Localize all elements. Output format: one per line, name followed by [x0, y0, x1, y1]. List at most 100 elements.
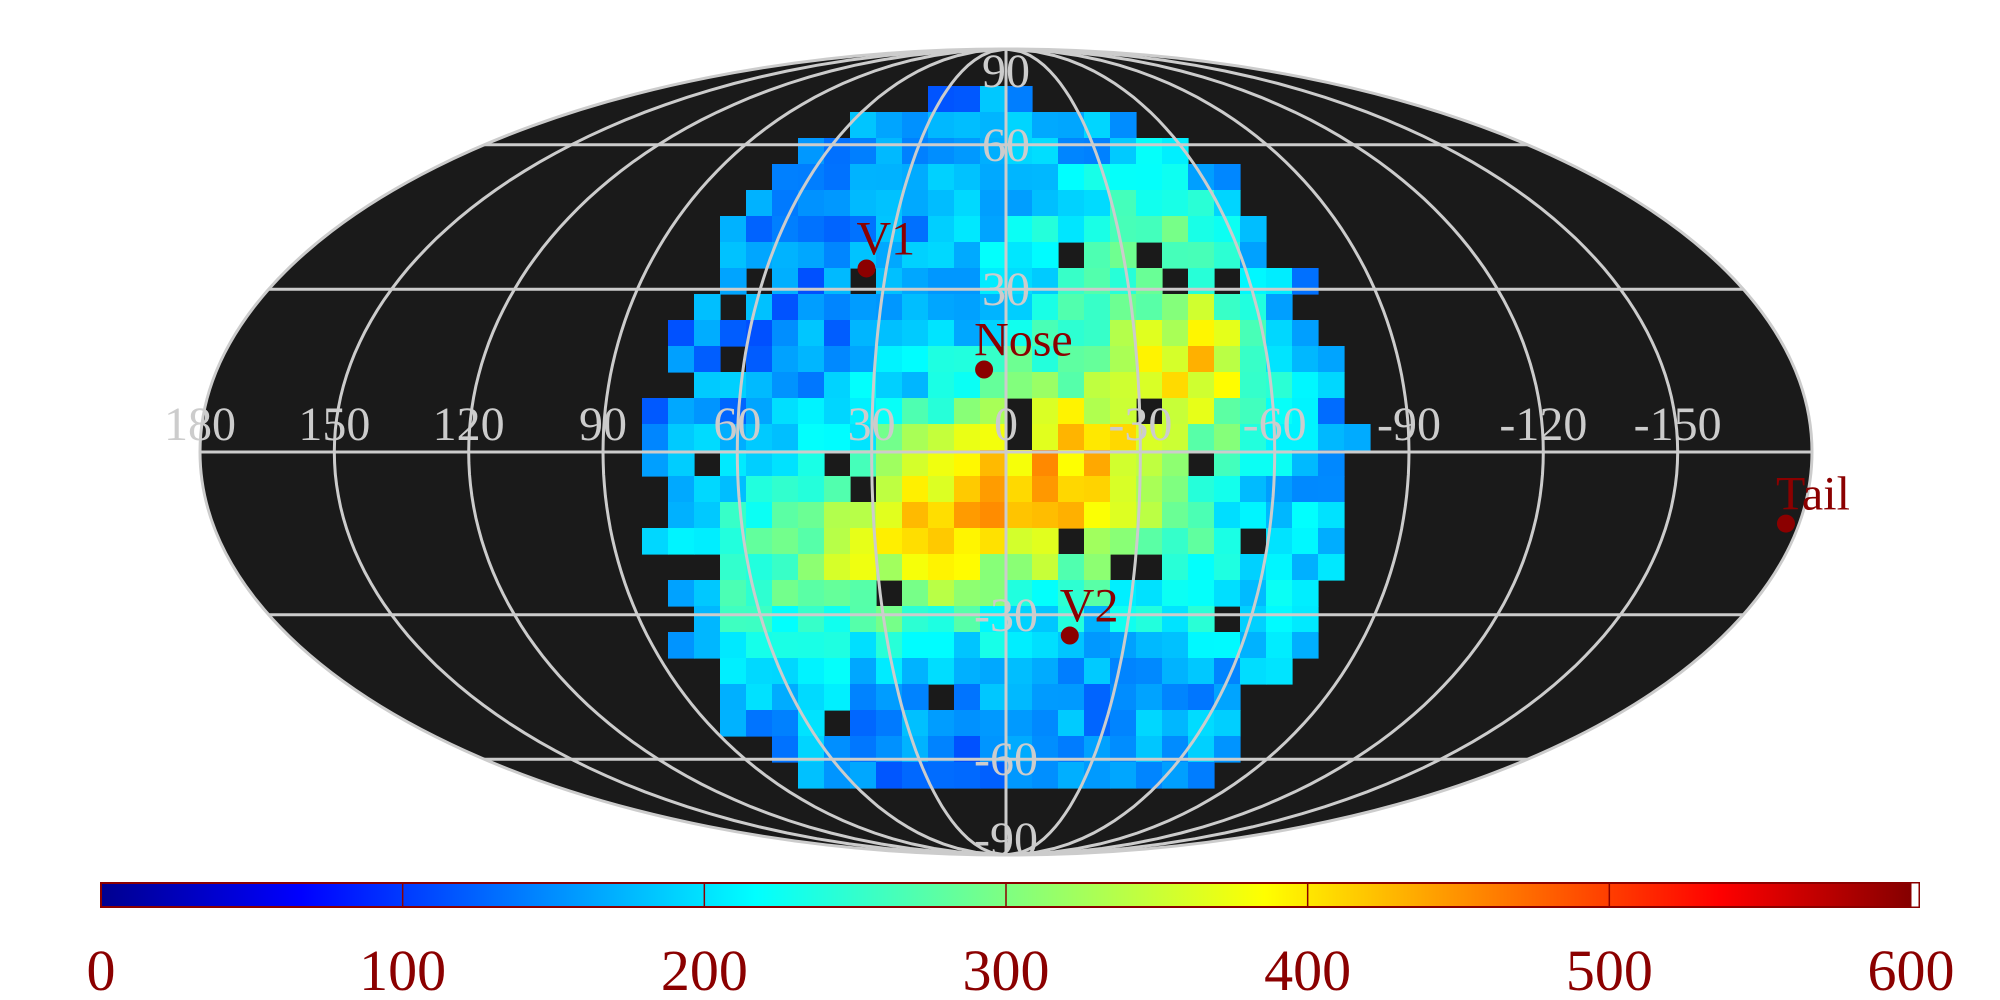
intensity-cell	[1006, 372, 1033, 399]
intensity-cell	[928, 476, 955, 503]
longitude-label: -90	[1377, 398, 1441, 451]
intensity-cell	[1266, 554, 1293, 581]
intensity-cell	[1240, 658, 1267, 685]
intensity-cell	[1084, 424, 1111, 451]
intensity-cell	[1084, 242, 1111, 269]
intensity-cell	[1058, 320, 1085, 347]
intensity-cell	[980, 242, 1007, 269]
latitude-label: 30	[982, 263, 1030, 316]
intensity-cell	[850, 684, 877, 711]
intensity-cell	[1058, 346, 1085, 373]
intensity-cell	[720, 320, 747, 347]
intensity-cell	[798, 242, 825, 269]
intensity-cell	[1240, 580, 1267, 607]
intensity-cell	[694, 632, 721, 659]
intensity-cell	[798, 684, 825, 711]
intensity-cell	[668, 424, 695, 451]
intensity-cell	[798, 580, 825, 607]
intensity-cell	[1162, 320, 1189, 347]
intensity-cell	[954, 450, 981, 477]
intensity-cell	[1162, 372, 1189, 399]
intensity-cell	[1006, 112, 1033, 139]
intensity-cell	[980, 476, 1007, 503]
intensity-cell	[980, 528, 1007, 555]
intensity-cell	[1032, 372, 1059, 399]
intensity-cell	[876, 346, 903, 373]
intensity-cell	[902, 762, 929, 789]
intensity-cell	[1006, 190, 1033, 217]
intensity-cell	[850, 190, 877, 217]
colorbar-tick-label: 200	[661, 938, 748, 1000]
intensity-cell	[1032, 424, 1059, 451]
intensity-cell	[1058, 216, 1085, 243]
intensity-cell	[1188, 684, 1215, 711]
intensity-cell	[668, 528, 695, 555]
intensity-cell	[772, 710, 799, 737]
intensity-cell	[1188, 242, 1215, 269]
intensity-cell	[928, 138, 955, 165]
intensity-cell	[1188, 632, 1215, 659]
intensity-cell	[876, 762, 903, 789]
intensity-cell	[1240, 424, 1267, 451]
longitude-line	[1005, 47, 1545, 857]
intensity-cell	[954, 164, 981, 191]
intensity-cell	[772, 398, 799, 425]
intensity-cell	[1084, 502, 1111, 529]
intensity-cell	[1162, 190, 1189, 217]
intensity-cell	[1058, 580, 1085, 607]
intensity-cell	[772, 554, 799, 581]
latitude-label: -60	[974, 733, 1038, 786]
intensity-cell	[1032, 346, 1059, 373]
intensity-cell	[746, 528, 773, 555]
intensity-cell	[1110, 710, 1137, 737]
intensity-cell	[1188, 320, 1215, 347]
intensity-cell	[1318, 398, 1345, 425]
intensity-cell	[720, 632, 747, 659]
intensity-cell	[824, 658, 851, 685]
intensity-cell	[1162, 528, 1189, 555]
intensity-cell	[824, 372, 851, 399]
intensity-cell	[954, 762, 981, 789]
intensity-cell	[1084, 372, 1111, 399]
intensity-cell	[1240, 502, 1267, 529]
intensity-cell	[1214, 632, 1241, 659]
intensity-cell	[746, 424, 773, 451]
intensity-cell	[1188, 294, 1215, 321]
intensity-cell	[1214, 450, 1241, 477]
intensity-cell	[928, 450, 955, 477]
intensity-cell	[1084, 190, 1111, 217]
intensity-cell	[1058, 476, 1085, 503]
marker-label: V1	[856, 212, 915, 265]
intensity-cell	[1292, 606, 1319, 633]
intensity-cell	[1084, 294, 1111, 321]
intensity-cell	[668, 398, 695, 425]
intensity-cell	[980, 554, 1007, 581]
intensity-cell	[1058, 684, 1085, 711]
longitude-line	[870, 47, 1007, 857]
intensity-cell	[876, 476, 903, 503]
intensity-cell	[1318, 502, 1345, 529]
intensity-cell	[1084, 580, 1111, 607]
intensity-cell	[798, 424, 825, 451]
intensity-cell	[980, 450, 1007, 477]
intensity-cell	[850, 164, 877, 191]
longitude-label: 90	[579, 398, 627, 451]
intensity-cell	[1136, 710, 1163, 737]
intensity-cell	[876, 398, 903, 425]
intensity-cell	[1084, 762, 1111, 789]
intensity-cell	[850, 554, 877, 581]
intensity-cell	[1214, 528, 1241, 555]
intensity-cell	[1214, 294, 1241, 321]
intensity-cell	[642, 398, 669, 425]
intensity-cell	[668, 580, 695, 607]
intensity-cell	[1162, 606, 1189, 633]
intensity-cell	[1266, 476, 1293, 503]
intensity-cell	[1006, 320, 1033, 347]
intensity-cell	[850, 138, 877, 165]
intensity-cell	[980, 424, 1007, 451]
intensity-cell	[1058, 372, 1085, 399]
intensity-cell	[1292, 320, 1319, 347]
intensity-cell	[1058, 424, 1085, 451]
intensity-cell	[876, 450, 903, 477]
intensity-cell	[876, 710, 903, 737]
